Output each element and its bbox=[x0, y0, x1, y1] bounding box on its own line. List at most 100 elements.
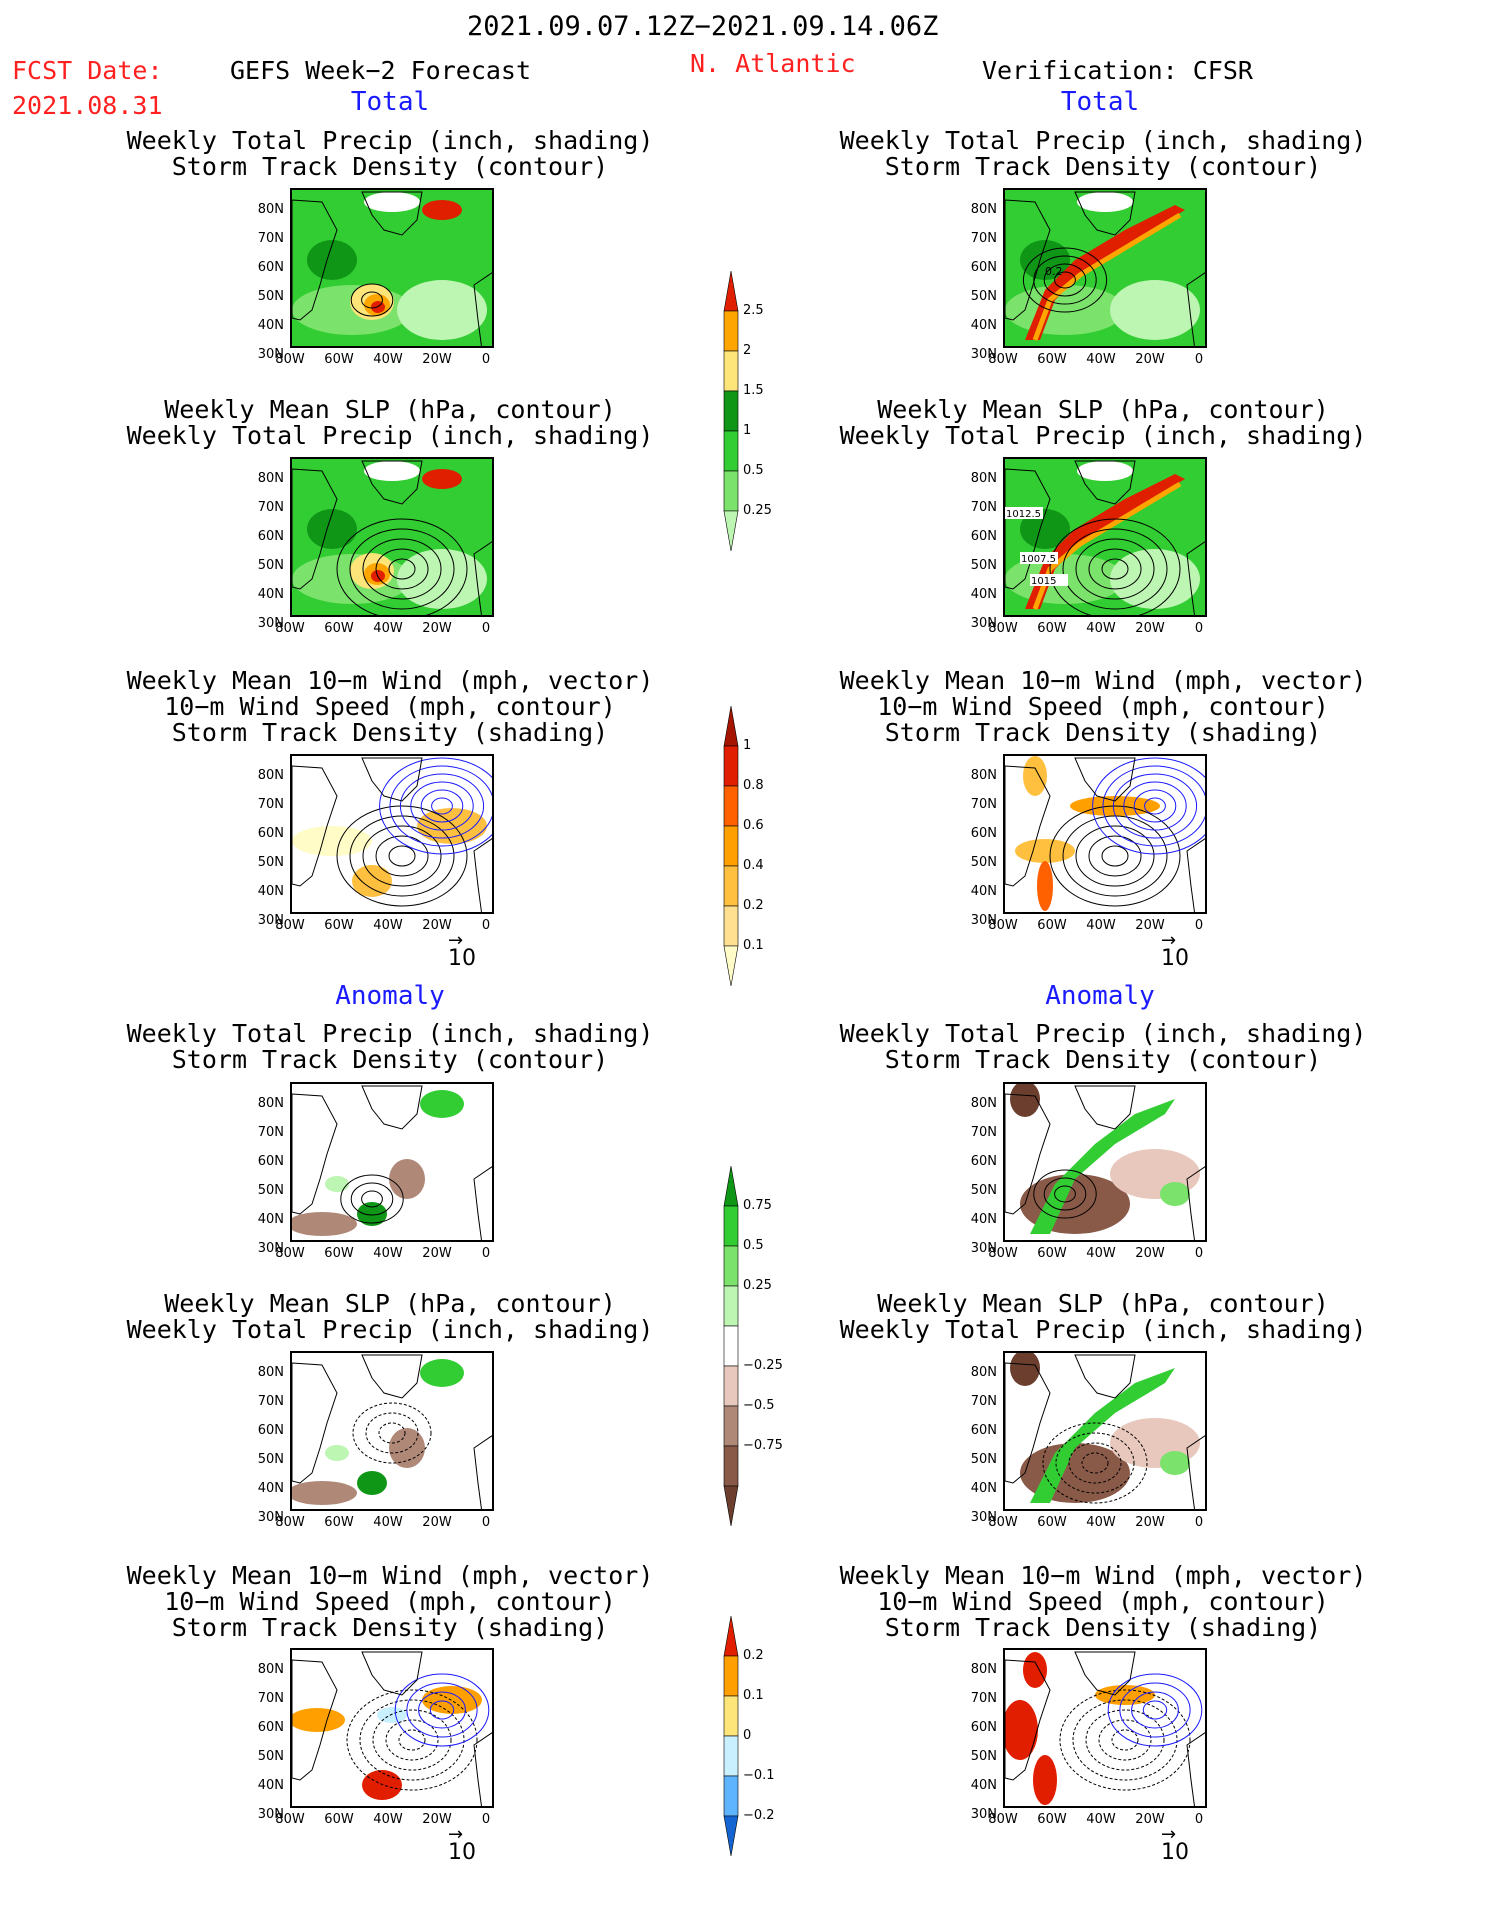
fcst-date-label: FCST Date: bbox=[12, 56, 163, 85]
y-tick-label: 80N bbox=[970, 1662, 997, 1677]
vector-reference: → 10 bbox=[448, 930, 476, 972]
colorbar-label: −0.75 bbox=[743, 1438, 783, 1453]
vector-arrow-icon: → bbox=[1161, 930, 1177, 951]
north-america-coastline bbox=[292, 765, 338, 887]
panel-title-line: Weekly Total Precip (inch, shading) bbox=[839, 126, 1367, 155]
europe-africa-coastline bbox=[1186, 272, 1205, 346]
slp-contour bbox=[336, 518, 468, 615]
x-tick-label: 60W bbox=[1037, 1246, 1067, 1261]
map-panel bbox=[290, 1648, 494, 1808]
y-tick-label: 30N bbox=[257, 347, 284, 362]
slp-contour bbox=[1075, 538, 1155, 600]
precip-shading bbox=[1077, 461, 1133, 481]
precip-anomaly bbox=[1160, 1451, 1190, 1475]
colorbar-segment bbox=[723, 350, 739, 392]
x-tick-label: 80W bbox=[988, 1246, 1018, 1261]
precip-shading bbox=[364, 461, 420, 481]
y-tick-label: 30N bbox=[970, 616, 997, 631]
europe-africa-coastline bbox=[1186, 1166, 1205, 1240]
slp-contour bbox=[349, 528, 455, 610]
y-tick-label: 70N bbox=[970, 797, 997, 812]
europe-africa-coastline bbox=[473, 1166, 492, 1240]
panel-title-line: Weekly Mean SLP (hPa, contour) bbox=[877, 1289, 1329, 1318]
x-tick-label: 80W bbox=[275, 918, 305, 933]
slp-contour bbox=[1088, 548, 1142, 590]
map-panel bbox=[1003, 754, 1207, 914]
y-tick-label: 30N bbox=[970, 347, 997, 362]
x-tick-label: 20W bbox=[422, 352, 452, 367]
y-tick-label: 60N bbox=[257, 1423, 284, 1438]
precip-shading bbox=[1032, 212, 1182, 341]
panel-title-line: Storm Track Density (shading) bbox=[884, 1613, 1322, 1642]
vector-reference: → 10 bbox=[1161, 930, 1189, 972]
colorbar-label: 0.6 bbox=[743, 818, 764, 833]
y-tick-label: 40N bbox=[970, 1212, 997, 1227]
colorbar-segment bbox=[723, 945, 739, 987]
precip-shading bbox=[1020, 240, 1070, 280]
colorbar-segment bbox=[723, 310, 739, 352]
slp-anomaly-contour bbox=[352, 1402, 432, 1464]
y-tick-label: 60N bbox=[970, 1423, 997, 1438]
y-tick-label: 80N bbox=[970, 471, 997, 486]
wind-vector-field bbox=[1142, 1700, 1168, 1720]
vector-reference: → 10 bbox=[448, 1824, 476, 1866]
y-tick-label: 70N bbox=[970, 231, 997, 246]
y-tick-label: 70N bbox=[970, 500, 997, 515]
y-tick-label: 50N bbox=[257, 289, 284, 304]
vector-reference-label: 10 bbox=[1161, 946, 1189, 971]
colorbar-label: 0.25 bbox=[743, 503, 772, 518]
x-tick-label: 0 bbox=[1194, 621, 1204, 636]
colorbar-label: 1 bbox=[743, 738, 752, 753]
colorbar-label: 0.75 bbox=[743, 1198, 772, 1213]
section-total-right: Total bbox=[1060, 87, 1140, 117]
track-density-contour bbox=[1043, 263, 1087, 297]
wind-speed-contour bbox=[1088, 835, 1142, 877]
x-tick-label: 0 bbox=[481, 352, 491, 367]
y-tick-label: 60N bbox=[970, 826, 997, 841]
track-density-shading bbox=[1037, 861, 1053, 911]
colorbar-label: 2.5 bbox=[743, 303, 764, 318]
map-panel bbox=[290, 754, 494, 914]
wind-speed-contour bbox=[1101, 845, 1129, 867]
x-tick-label: 20W bbox=[1135, 918, 1165, 933]
track-density-contour bbox=[1033, 255, 1097, 305]
map-panel bbox=[290, 1351, 494, 1511]
wind-speed-anomaly-contour bbox=[1098, 1719, 1152, 1761]
x-tick-label: 0 bbox=[1194, 1515, 1204, 1530]
slp-anomaly-contour bbox=[378, 1422, 406, 1444]
y-tick-label: 80N bbox=[257, 768, 284, 783]
wind-vector-field bbox=[379, 757, 492, 855]
precip-shading bbox=[307, 240, 357, 280]
x-tick-label: 80W bbox=[988, 352, 1018, 367]
left-column-title: GEFS Week−2 Forecast bbox=[230, 56, 532, 85]
x-tick-label: 60W bbox=[1037, 918, 1067, 933]
x-tick-label: 20W bbox=[1135, 1246, 1165, 1261]
greenland-coastline bbox=[1074, 1085, 1136, 1130]
vector-arrow-icon: → bbox=[448, 1824, 464, 1845]
y-tick-label: 70N bbox=[257, 1125, 284, 1140]
colorbar-label: 0.1 bbox=[743, 1688, 764, 1703]
precip-anomaly bbox=[1030, 1368, 1175, 1503]
x-tick-label: 40W bbox=[373, 352, 403, 367]
x-tick-label: 80W bbox=[988, 918, 1018, 933]
y-tick-label: 40N bbox=[970, 1778, 997, 1793]
x-tick-label: 80W bbox=[988, 1812, 1018, 1827]
y-tick-label: 70N bbox=[257, 1691, 284, 1706]
panel-title-line: Weekly Mean SLP (hPa, contour) bbox=[877, 395, 1329, 424]
vector-arrow-icon: → bbox=[448, 930, 464, 951]
x-tick-label: 40W bbox=[1086, 352, 1116, 367]
x-tick-label: 40W bbox=[373, 1246, 403, 1261]
wind-speed-contour bbox=[362, 825, 442, 887]
precip-shading bbox=[422, 200, 462, 220]
x-tick-label: 0 bbox=[1194, 352, 1204, 367]
north-america-coastline bbox=[1005, 199, 1051, 321]
y-tick-label: 40N bbox=[970, 884, 997, 899]
wind-vector-field bbox=[1102, 765, 1205, 847]
y-tick-label: 40N bbox=[257, 318, 284, 333]
europe-africa-coastline bbox=[473, 272, 492, 346]
x-tick-label: 80W bbox=[275, 1515, 305, 1530]
y-tick-label: 60N bbox=[257, 260, 284, 275]
slp-contour bbox=[375, 548, 429, 590]
panel-title-line: Weekly Mean 10−m Wind (mph, vector) bbox=[126, 666, 654, 695]
contour-label: 1012.5 bbox=[1006, 509, 1041, 520]
